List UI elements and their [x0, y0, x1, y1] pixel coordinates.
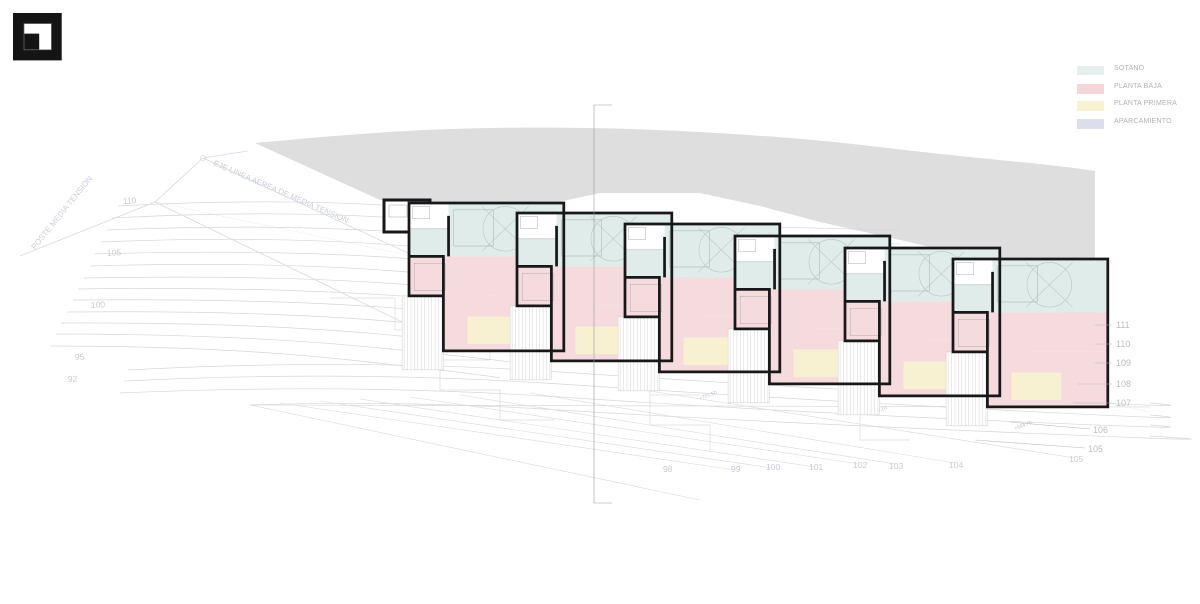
svg-text:100: 100: [91, 299, 106, 310]
svg-text:107: 107: [1116, 398, 1131, 408]
svg-text:POSTE MEDIA TENSION: POSTE MEDIA TENSION: [30, 174, 95, 251]
svg-text:92: 92: [68, 374, 78, 384]
svg-text:110: 110: [1116, 339, 1130, 349]
svg-text:105: 105: [107, 247, 122, 258]
svg-text:105: 105: [1088, 444, 1103, 454]
svg-text:99: 99: [731, 464, 741, 474]
svg-text:109: 109: [1116, 358, 1131, 368]
svg-text:95: 95: [75, 352, 85, 362]
svg-text:102: 102: [853, 460, 867, 470]
svg-text:104: 104: [949, 460, 963, 470]
svg-text:103: 103: [889, 461, 903, 471]
svg-text:106: 106: [1093, 425, 1108, 435]
svg-text:108: 108: [1116, 379, 1131, 389]
svg-text:105: 105: [1069, 454, 1083, 464]
svg-text:101: 101: [809, 462, 823, 472]
svg-text:110: 110: [123, 195, 137, 206]
svg-text:100: 100: [766, 462, 780, 472]
svg-text:98: 98: [663, 464, 673, 474]
svg-text:111: 111: [1116, 320, 1130, 330]
